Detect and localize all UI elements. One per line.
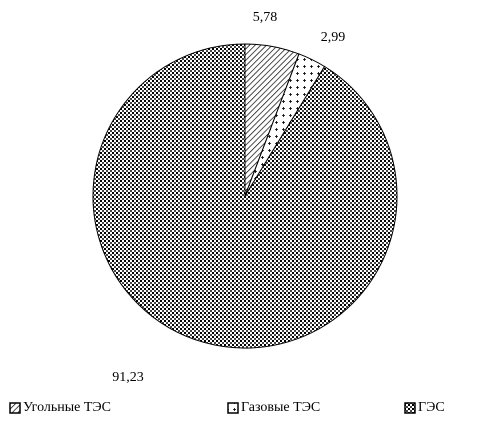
legend-label: Газовые ТЭС [241,400,320,415]
data-label: 5,78 [253,10,278,25]
pie-slice [92,43,398,349]
data-label: 2,99 [321,30,346,45]
legend-swatch [227,402,239,414]
legend-label: ГЭС [418,400,445,415]
legend-swatch [9,402,21,414]
legend-label: Угольные ТЭС [23,400,111,415]
data-label: 91,23 [112,370,144,385]
legend-swatch [404,402,416,414]
